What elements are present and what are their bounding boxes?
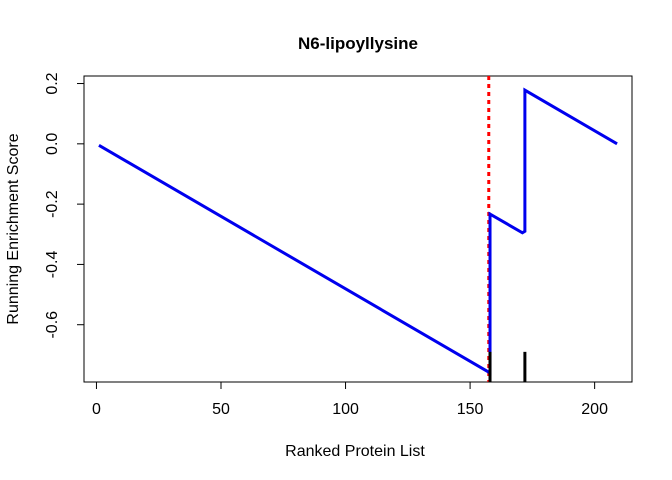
x-tick-label-4: 200 xyxy=(581,401,608,418)
x-tick-label-1: 50 xyxy=(212,401,230,418)
x-axis: 0 50 100 150 200 xyxy=(92,382,608,418)
y-tick-label-0: -0.6 xyxy=(44,311,61,339)
y-axis-label: Running Enrichment Score xyxy=(5,133,22,324)
chart-title: N6-lipoyllysine xyxy=(298,34,418,53)
y-tick-label-2: -0.2 xyxy=(44,190,61,218)
hit-markers xyxy=(488,351,527,382)
running-enrichment-line xyxy=(98,87,618,376)
x-axis-label: Ranked Protein List xyxy=(285,443,425,460)
y-tick-label-4: 0.2 xyxy=(44,72,61,94)
y-tick-label-3: 0.0 xyxy=(44,133,61,155)
y-tick-label-1: -0.4 xyxy=(44,251,61,279)
x-tick-label-2: 100 xyxy=(332,401,359,418)
plot-frame xyxy=(83,75,633,383)
x-tick-label-3: 150 xyxy=(457,401,484,418)
y-axis: -0.6 -0.4 -0.2 0.0 0.2 xyxy=(44,72,84,339)
x-tick-label-0: 0 xyxy=(92,401,101,418)
